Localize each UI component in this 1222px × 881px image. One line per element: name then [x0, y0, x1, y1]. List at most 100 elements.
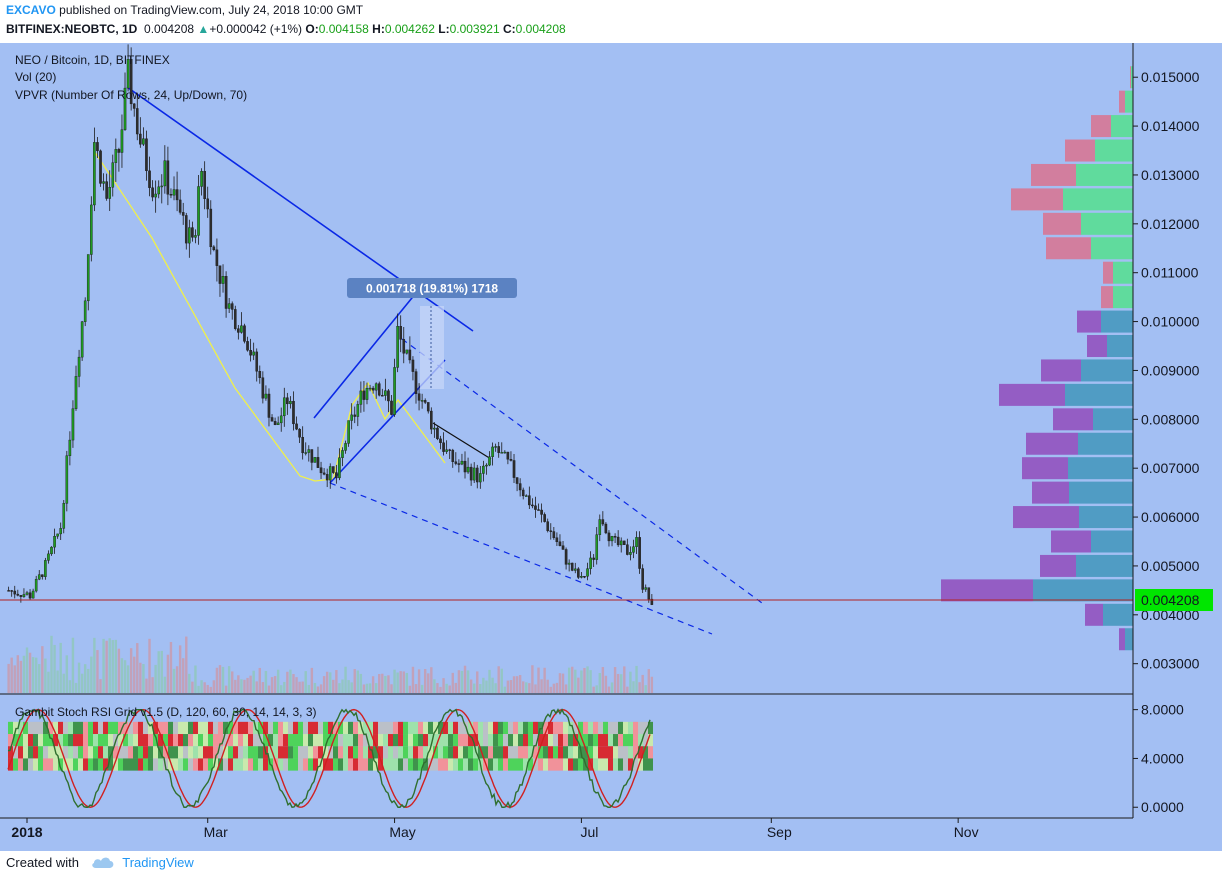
tradingview-link[interactable]: TradingView: [122, 855, 194, 870]
grid-cell: [453, 746, 458, 759]
price-axis[interactable]: 0.015000 0.014000 0.013000 0.012000 0.011000…: [1133, 69, 1200, 815]
grid-cell: [518, 758, 523, 771]
grid-cell: [248, 746, 253, 759]
volume-bar: [423, 669, 427, 693]
candle-body: [160, 185, 164, 188]
dashed-upper-wedge-line[interactable]: [401, 338, 763, 604]
measure-box[interactable]: [420, 306, 444, 389]
candle-body: [482, 465, 485, 474]
channel-upper-line[interactable]: [313, 292, 417, 419]
candle-body: [316, 457, 320, 468]
created-with: Created with: [6, 855, 79, 870]
chart-area[interactable]: 0.001718 (19.81%) 1718 NEO / Bitcoin, 1D…: [0, 43, 1222, 851]
time-axis[interactable]: 2018 Mar May Jul Sep Nov: [11, 818, 979, 840]
grid-cell: [233, 746, 238, 759]
grid-cell: [493, 746, 498, 759]
candle-body: [589, 557, 592, 569]
grid-cell: [603, 734, 608, 747]
grid-cell: [423, 734, 428, 747]
grid-cell: [168, 758, 173, 771]
volume-bar: [347, 680, 350, 693]
candle-body: [451, 449, 455, 462]
candle-body: [154, 193, 157, 198]
grid-cell: [178, 758, 183, 771]
candle-body: [249, 350, 252, 356]
grid-cell: [563, 721, 568, 735]
candle-body: [469, 466, 473, 481]
indicator-label: Gambit Stoch RSI Grid v1.5 (D, 120, 60, …: [15, 705, 316, 719]
grid-cell: [458, 746, 463, 759]
vpvr-up-bar: [1065, 383, 1133, 406]
grid-cell: [258, 746, 263, 759]
grid-cell: [258, 721, 263, 735]
candle-body: [552, 531, 556, 538]
grid-cell: [178, 746, 183, 759]
grid-cell: [323, 734, 328, 747]
grid-cell: [148, 734, 153, 747]
candle-body: [472, 467, 476, 481]
candle-body: [577, 568, 580, 578]
candle-body: [390, 400, 393, 415]
grid-cell: [403, 746, 408, 759]
volume-bar: [374, 683, 378, 693]
high-label: H:: [372, 22, 385, 36]
grid-cell: [218, 746, 223, 759]
grid-cell: [223, 758, 228, 771]
grid-cell: [233, 734, 238, 747]
volume-bar: [635, 665, 638, 693]
grid-cell: [478, 746, 483, 759]
grid-cell: [183, 721, 188, 735]
grid-cell: [448, 734, 453, 747]
grid-cell: [438, 721, 443, 735]
volume-bar: [264, 670, 268, 693]
grid-cell: [63, 734, 68, 747]
grid-cell: [43, 734, 48, 747]
vpvr-down-bar: [1119, 628, 1125, 651]
volume-bar: [126, 665, 130, 693]
small-trendline[interactable]: [432, 422, 492, 460]
volume-bar: [123, 660, 127, 693]
grid-cell: [553, 734, 558, 747]
stoch-d-line: [7, 708, 651, 808]
grid-cell: [533, 734, 538, 747]
grid-cell: [538, 721, 543, 735]
candle-body: [209, 208, 213, 248]
volume-bar: [185, 636, 188, 693]
volume-bar: [567, 667, 571, 693]
volume-bar: [552, 683, 556, 693]
grid-cell: [468, 734, 473, 747]
dashed-lower-wedge-line[interactable]: [329, 482, 713, 635]
grid-cell: [348, 734, 353, 747]
volume-bar: [531, 665, 534, 693]
candle-body: [188, 227, 191, 244]
grid-cell: [603, 746, 608, 759]
grid-cell: [648, 721, 653, 735]
stoch-k-line: [7, 708, 651, 809]
grid-cell: [618, 758, 623, 771]
candle-body: [564, 549, 568, 565]
vpvr-up-bar: [1113, 286, 1133, 309]
grid-cell: [488, 721, 493, 735]
author-name[interactable]: EXCAVO: [6, 3, 56, 17]
grid-cell: [478, 721, 483, 735]
grid-cell: [493, 721, 498, 735]
price-tick-label: 0.015000: [1141, 69, 1200, 85]
grid-cell: [303, 734, 308, 747]
candle-body: [463, 460, 467, 473]
grid-cell: [68, 746, 73, 759]
grid-cell: [198, 734, 203, 747]
volume-bar: [267, 685, 271, 693]
volume-bar: [393, 669, 396, 693]
grid-cell: [63, 746, 68, 759]
price-tick-label: 0.012000: [1141, 216, 1200, 232]
grid-cell: [648, 758, 653, 771]
grid-cell: [398, 721, 403, 735]
volume-bar: [641, 674, 644, 693]
vpvr-down-bar: [1046, 237, 1091, 260]
grid-cell: [228, 758, 233, 771]
candle-body: [408, 349, 412, 361]
grid-cell: [438, 734, 443, 747]
publish-info: published on TradingView.com, July 24, 2…: [59, 3, 364, 17]
grid-cell: [203, 721, 208, 735]
grid-cell: [303, 746, 308, 759]
